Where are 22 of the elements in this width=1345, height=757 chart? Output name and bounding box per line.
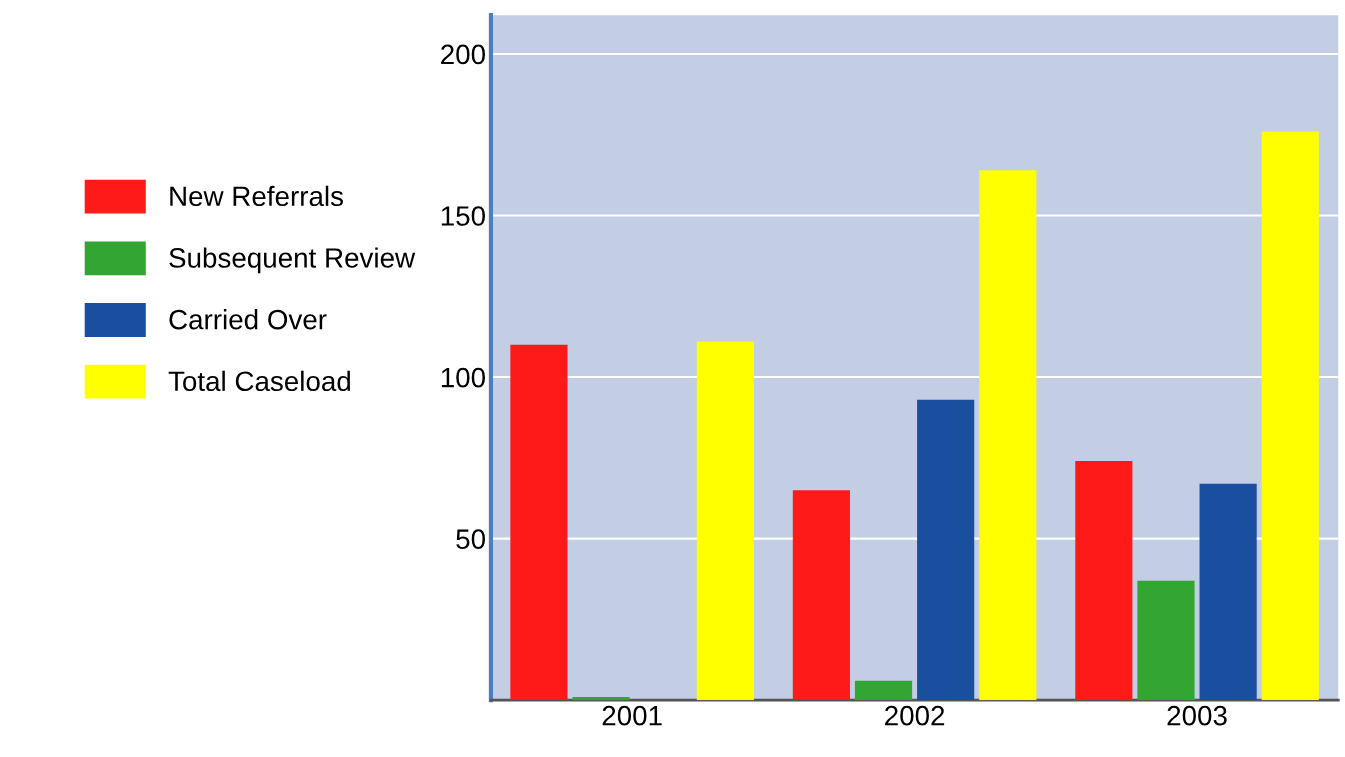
bar	[1199, 483, 1257, 701]
y-tick-label: 200	[441, 44, 485, 65]
bar	[1261, 131, 1319, 701]
bar	[917, 399, 975, 701]
bar	[792, 490, 850, 701]
y-tick-label: 50	[456, 529, 485, 549]
bar	[572, 696, 630, 701]
bar	[1137, 580, 1195, 701]
bar	[854, 680, 913, 701]
bar	[1075, 461, 1133, 701]
y-tick-label: 100	[441, 367, 485, 388]
legend-label: Subsequent Review	[169, 247, 416, 274]
bar	[510, 344, 568, 701]
legend-label: Total Caseload	[168, 370, 350, 392]
x-tick-label: 2003	[1167, 705, 1227, 726]
legend-label: New Referrals	[170, 185, 343, 207]
x-tick-label: 2001	[602, 705, 662, 726]
bar	[696, 341, 754, 701]
y-tick-label: 150	[441, 206, 485, 226]
legend-label: Carried Over	[169, 309, 327, 330]
bar	[979, 170, 1037, 701]
x-tick-label: 2002	[885, 705, 945, 726]
